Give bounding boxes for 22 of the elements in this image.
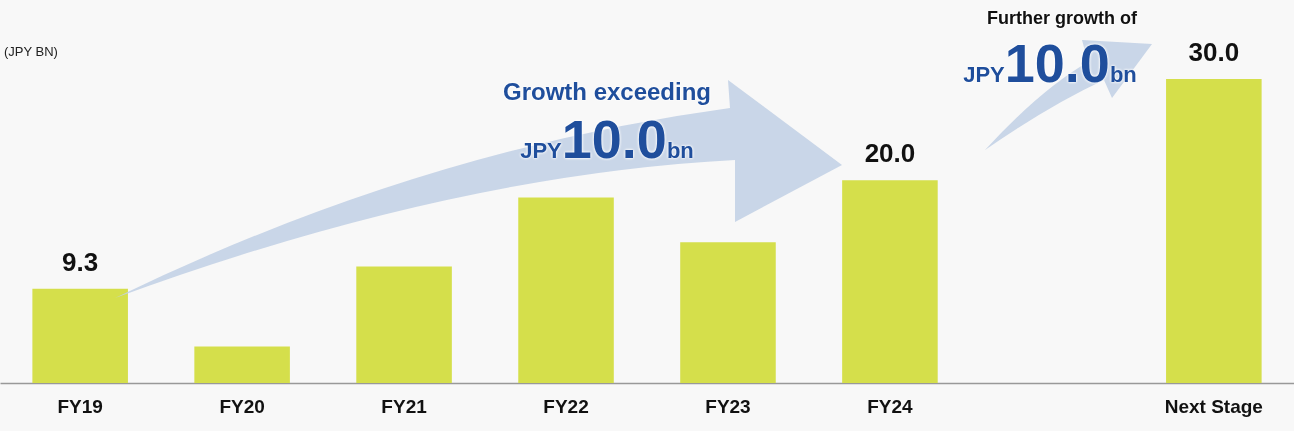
x-tick-label: FY22 <box>543 395 589 417</box>
x-tick-label: FY19 <box>57 395 103 417</box>
bar <box>1166 79 1262 383</box>
x-tick-label: FY23 <box>705 395 751 417</box>
x-tick-label: FY24 <box>867 395 914 417</box>
bar <box>518 197 614 383</box>
annotation: JPY10.0bn <box>963 33 1137 93</box>
bar <box>356 266 452 383</box>
data-label: 9.3 <box>62 246 99 277</box>
data-label: 20.0 <box>864 138 916 169</box>
annotation: JPY10.0bn <box>520 109 694 169</box>
data-label: 30.0 <box>1188 37 1240 68</box>
annotation: Growth exceeding <box>502 78 712 106</box>
bar <box>194 346 290 383</box>
text: Further growth of <box>987 8 1137 29</box>
x-tick-label: Next Stage <box>1164 395 1263 417</box>
x-tick-label: FY20 <box>219 395 265 417</box>
x-tick-label: FY21 <box>381 395 428 417</box>
bar <box>680 242 776 383</box>
y-axis-title: (JPY BN) <box>4 44 58 59</box>
bar <box>842 180 938 383</box>
bar <box>32 288 128 383</box>
